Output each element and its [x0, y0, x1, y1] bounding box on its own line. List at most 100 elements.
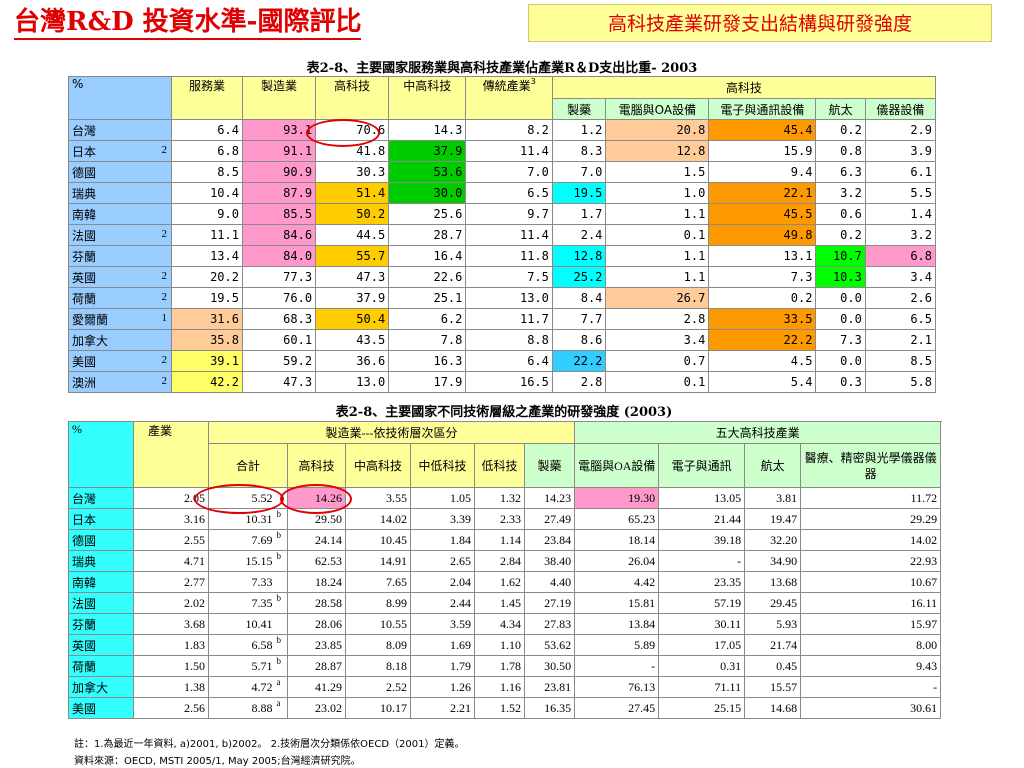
table-cell: 7.7: [551, 308, 607, 330]
country-cell: 美國: [68, 697, 134, 719]
t2-subheader-electronics: 電子與通訊: [658, 443, 746, 488]
table-cell: 13.0: [465, 287, 553, 309]
table-cell: 59.2: [241, 350, 317, 372]
table-cell: 16.5: [465, 371, 553, 393]
table-cell: 60.1: [241, 329, 317, 351]
header-traditional: 傳統產業3: [465, 76, 553, 120]
table-cell: 25.6: [388, 203, 467, 225]
table-cell: 2.21: [410, 697, 475, 719]
country-name: 台灣: [72, 123, 97, 138]
country-cell: 美國 2: [68, 350, 172, 372]
table-cell: 87.9: [241, 182, 317, 204]
table-cell: 7.33: [208, 571, 276, 593]
table-cell: 6.5: [864, 308, 937, 330]
table-cell: 7.69: [208, 529, 276, 551]
country-cell: 日本: [68, 508, 134, 530]
table-cell: 8.18: [345, 655, 411, 677]
table-row: 德國 8.5 90.9 30.3 53.6 7.0 7.0 1.5 9.4 6.3 6.1: [68, 161, 937, 183]
table-cell: 1.79: [410, 655, 475, 677]
table-cell: 30.11: [658, 613, 746, 635]
table-row: 法國 2 11.1 84.6 44.5 28.7 11.4 2.4 0.1 49.8 0.2 3.2: [68, 224, 937, 246]
header-manufacturing: 製造業: [241, 76, 317, 120]
country-cell: 法國: [68, 592, 134, 614]
table-cell: 11.4: [465, 224, 553, 246]
table-cell: 15.57: [744, 676, 802, 698]
table-cell: 11.1: [170, 224, 243, 246]
table-cell: 2.6: [864, 287, 937, 309]
header-service: 服務業: [170, 76, 243, 120]
table-cell: 35.8: [170, 329, 243, 351]
table-cell: 1.4: [864, 203, 937, 225]
table-note-cell: b: [275, 508, 288, 530]
table-cell: 47.3: [315, 266, 390, 288]
table-cell: 50.2: [315, 203, 390, 225]
table-cell: 1.52: [474, 697, 525, 719]
table-cell: 15.15: [208, 550, 276, 572]
table-cell: 12.8: [551, 245, 607, 267]
country-cell: 南韓: [68, 203, 172, 225]
table-cell: 2.8: [551, 371, 607, 393]
table-cell: 15.81: [574, 592, 660, 614]
table-row: 加拿大 1.38 4.72 a 41.29 2.52 1.26 1.16 23.81 76.13 7…: [68, 676, 942, 698]
table-cell: 23.02: [287, 697, 346, 719]
table-cell: 1.0: [605, 182, 710, 204]
table-row: 瑞典 4.71 15.15 b 62.53 14.91 2.65 2.84 38.40 26.04…: [68, 550, 942, 572]
table-cell: 6.58: [208, 634, 276, 656]
country-cell: 加拿大: [68, 329, 172, 351]
table-cell: 10.3: [815, 266, 866, 288]
table-cell: 93.1: [241, 119, 317, 141]
table-note-cell: b: [275, 592, 288, 614]
table-row: 德國 2.55 7.69 b 24.14 10.45 1.84 1.14 23.84 18.14 3…: [68, 529, 942, 551]
table-cell: 4.71: [133, 550, 209, 572]
rd-share-table: % 服務業 製造業 高科技 中高科技 傳統產業3 高科技 製藥 電腦與OA設備 …: [68, 76, 937, 393]
country-note: 2: [161, 375, 167, 387]
table-cell: 3.2: [815, 182, 866, 204]
table-cell: 2.84: [474, 550, 525, 572]
table-cell: 2.44: [410, 592, 475, 614]
table-cell: 34.90: [744, 550, 802, 572]
country-cell: 日本 2: [68, 140, 172, 162]
table-cell: 5.89: [574, 634, 660, 656]
country-name: 英國: [72, 270, 97, 285]
table-cell: 28.7: [388, 224, 467, 246]
table-cell: 76.13: [574, 676, 660, 698]
table-row: 澳洲 2 42.2 47.3 13.0 17.9 16.5 2.8 0.1 5.4 0.3 5.8: [68, 371, 937, 393]
table-cell: 3.4: [605, 329, 710, 351]
table-cell: 10.41: [208, 613, 276, 635]
table-cell: 30.50: [523, 655, 576, 677]
table-cell: 8.2: [465, 119, 553, 141]
table-cell: 7.3: [708, 266, 817, 288]
country-name: 愛爾蘭: [72, 312, 109, 327]
table-cell: 2.65: [410, 550, 475, 572]
table-row: 芬蘭 3.68 10.41 28.06 10.55 3.59 4.34 27.83 13.84 3…: [68, 613, 942, 635]
table-cell: 30.0: [388, 182, 467, 204]
table-cell: 53.62: [523, 634, 576, 656]
table-cell: 0.1: [605, 371, 710, 393]
table-cell: 2.77: [133, 571, 209, 593]
table-cell: 10.55: [345, 613, 411, 635]
table-cell: 1.69: [410, 634, 475, 656]
table-cell: 4.72: [208, 676, 276, 698]
table2-caption: 表2-8、主要國家不同技術層級之產業的研發強度 (2003): [335, 405, 673, 420]
table-cell: 17.9: [388, 371, 467, 393]
table-cell: 14.02: [345, 508, 411, 530]
table-cell: 6.4: [465, 350, 553, 372]
subheader-instruments: 儀器設備: [864, 98, 937, 120]
table-cell: 0.8: [815, 140, 866, 162]
t2-subheader-instruments: 醫療、精密與光學儀器儀器: [800, 443, 942, 488]
table-cell: 15.97: [800, 613, 942, 635]
table-cell: 11.7: [465, 308, 553, 330]
table-cell: 0.2: [815, 119, 866, 141]
table-cell: 2.56: [133, 697, 209, 719]
table-cell: 30.3: [315, 161, 390, 183]
table-note-cell: b: [275, 655, 288, 677]
table-cell: 8.5: [864, 350, 937, 372]
table-cell: 30.61: [800, 697, 942, 719]
table-cell: 19.30: [574, 487, 660, 509]
table-cell: 0.3: [815, 371, 866, 393]
table-cell: 16.11: [800, 592, 942, 614]
table-cell: 33.5: [708, 308, 817, 330]
table-cell: 27.83: [523, 613, 576, 635]
country-note: 2: [161, 354, 167, 366]
table-cell: 13.84: [574, 613, 660, 635]
